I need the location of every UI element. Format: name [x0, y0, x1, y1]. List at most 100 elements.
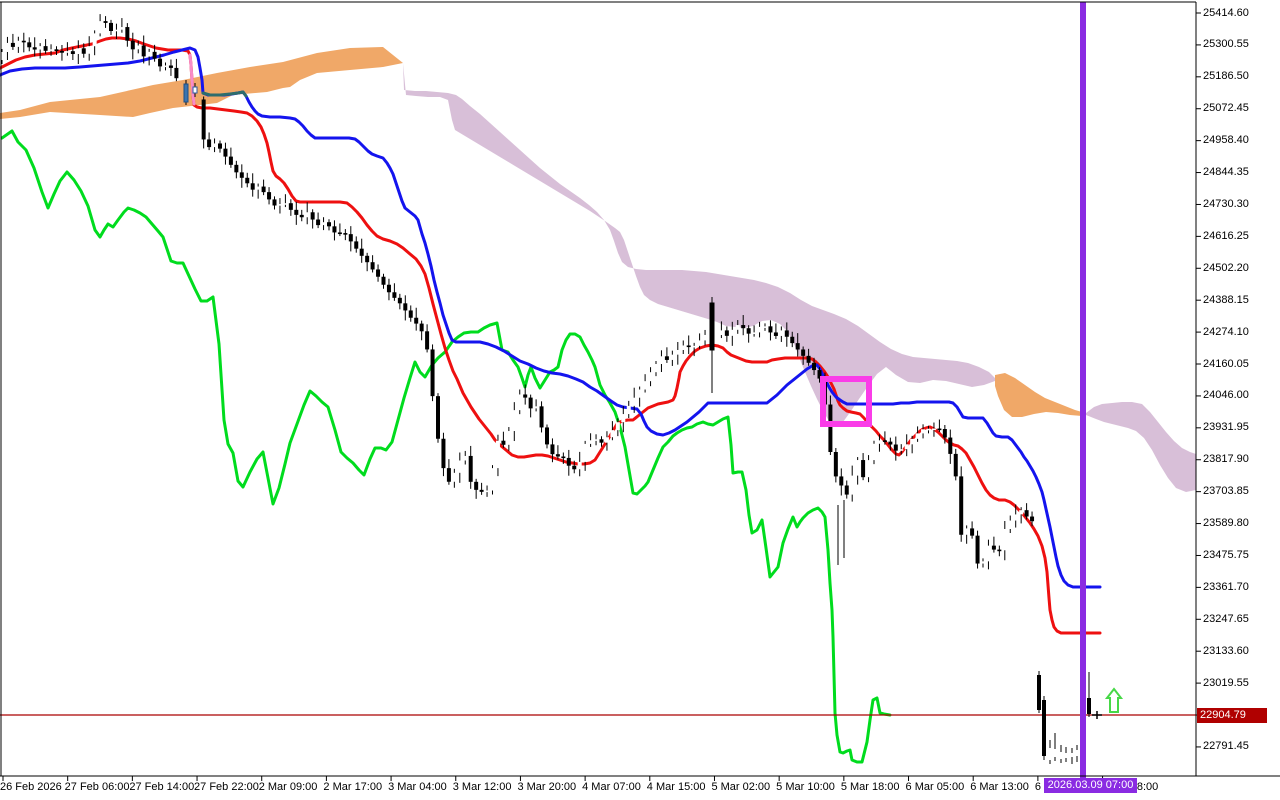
candle-body	[681, 345, 686, 350]
candle-body	[283, 203, 288, 205]
candle-body	[452, 472, 457, 482]
price-axis-label: 25186.50	[1203, 70, 1249, 83]
candle-body	[577, 461, 582, 470]
candle-body	[953, 453, 958, 477]
candle-body	[828, 404, 833, 452]
candle-body	[948, 437, 953, 454]
candle-body	[147, 51, 152, 57]
candle-body	[839, 476, 844, 486]
candle-body	[937, 428, 942, 431]
candle-body	[1008, 520, 1013, 529]
candle-body	[757, 326, 762, 333]
candle-body	[588, 440, 593, 444]
candle-body	[904, 444, 909, 450]
candle-body	[812, 362, 817, 371]
candle-body	[610, 430, 615, 438]
candle-body	[239, 172, 244, 178]
candle-body	[703, 334, 708, 341]
candle-body	[316, 219, 321, 226]
time-axis-label: 27 Feb 06:00	[64, 781, 130, 793]
candle-body	[370, 262, 375, 270]
candle-body	[648, 372, 653, 382]
candle-body	[446, 468, 451, 482]
time-axis-label: 4 Mar 15:00	[646, 781, 706, 793]
price-axis-label: 22791.45	[1203, 740, 1249, 753]
candle-body	[779, 330, 784, 336]
candle-body	[970, 528, 975, 536]
candle-body	[855, 460, 860, 476]
candle-body	[964, 528, 969, 535]
candle-body	[365, 255, 370, 263]
candle-body	[201, 99, 206, 140]
candle-body	[599, 439, 604, 443]
tenkan-cloud-overlap-segment	[188, 53, 196, 106]
price-axis-label: 25300.55	[1203, 38, 1249, 51]
price-axis-label: 25414.60	[1203, 6, 1249, 19]
time-axis-label: 2 Mar 17:00	[323, 781, 383, 793]
candle-body	[921, 429, 926, 434]
candle-body	[545, 427, 549, 445]
candle-body	[419, 323, 424, 332]
senkou-cloud-orange-mid	[995, 373, 1082, 417]
time-axis-label: 5 Mar 18:00	[840, 781, 900, 793]
candle-body	[506, 431, 511, 445]
candle-body	[10, 42, 15, 47]
price-axis-label: 23703.85	[1203, 485, 1249, 498]
kijun-sen-line	[0, 46, 1102, 589]
candle-body	[615, 422, 620, 431]
up-arrow-object[interactable]	[1104, 687, 1124, 713]
candle-body	[735, 325, 740, 330]
candle-body	[130, 40, 135, 50]
candle-body	[327, 222, 331, 227]
price-axis-label: 23817.90	[1203, 453, 1249, 466]
candle-body	[152, 51, 157, 59]
candle-body	[256, 186, 261, 190]
senkou-cloud-thistle-main	[403, 63, 995, 427]
candle-body	[490, 468, 495, 491]
candle-body	[512, 410, 517, 432]
time-axis-label: 4 Mar 07:00	[582, 781, 641, 793]
vertical-time-line[interactable]	[1080, 2, 1086, 778]
candle-body	[463, 455, 468, 461]
candle-body	[833, 452, 838, 477]
candle-body	[376, 269, 381, 277]
candle-body	[550, 444, 555, 455]
candle-body	[626, 405, 631, 415]
candle-body	[359, 248, 364, 256]
candle-body	[436, 396, 440, 439]
candle-body	[207, 139, 212, 148]
candle-body	[888, 441, 893, 445]
candle-body	[218, 143, 222, 149]
candle-body	[572, 465, 577, 470]
candle-body	[299, 214, 304, 218]
candle-body	[192, 86, 198, 94]
candle-body	[664, 356, 669, 360]
candle-body	[403, 303, 408, 311]
candle-body	[1070, 753, 1074, 757]
candle-body	[125, 27, 130, 41]
candle-body	[877, 440, 882, 444]
candle-body	[49, 49, 54, 51]
candle-body	[87, 46, 92, 54]
candle-body	[27, 42, 32, 48]
candle-body	[348, 234, 353, 242]
candle-body	[245, 177, 250, 184]
candle-body	[942, 429, 947, 438]
candle-body	[1059, 752, 1063, 759]
candle-body	[528, 397, 533, 409]
candle-body	[872, 443, 876, 461]
candle-body	[332, 226, 337, 233]
candle-body	[16, 40, 21, 47]
candle-body	[850, 475, 855, 495]
candle-body	[212, 143, 217, 148]
candle-body	[594, 439, 599, 441]
candle-body	[119, 27, 124, 30]
candle-body	[277, 204, 282, 206]
annotation-rectangle[interactable]	[820, 376, 872, 427]
candle-body	[1087, 698, 1091, 714]
candle-body	[1064, 753, 1068, 758]
candle-body	[991, 545, 996, 550]
candle-body	[1037, 675, 1041, 710]
candle-body	[959, 476, 964, 535]
